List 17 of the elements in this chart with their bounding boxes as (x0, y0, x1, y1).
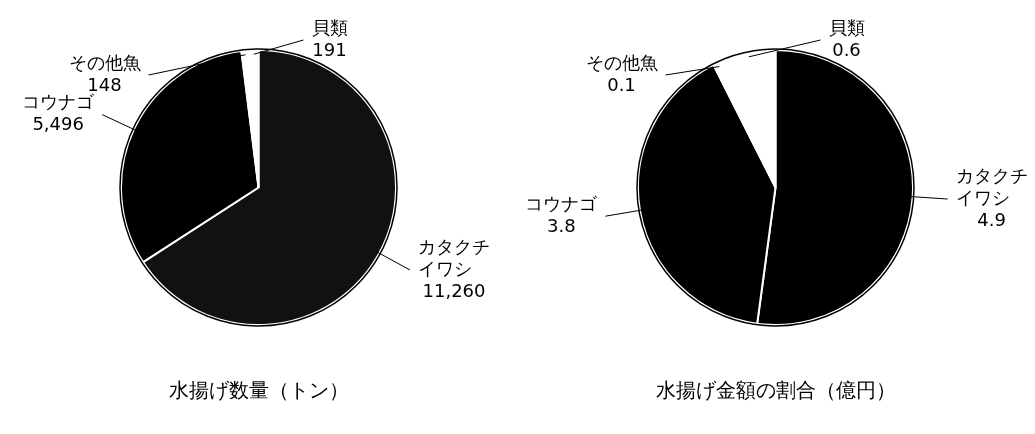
data-label: 4.9 (977, 208, 1006, 230)
slice-label: コウナゴ (525, 192, 599, 214)
slice-label: その他魚 (585, 51, 658, 73)
slice-label: カタクチイワシ (418, 235, 491, 279)
slice-label: 貝類 (311, 16, 348, 38)
text: 水揚げ数量（トン） (168, 378, 349, 403)
slice-label: カタクチイワシ (955, 164, 1028, 208)
text: 水揚げ金額の割合（億円） (655, 378, 896, 403)
slice-label: 貝類 (828, 16, 865, 38)
data-label: 11,260 (422, 279, 486, 301)
slice-label: その他魚 (68, 51, 141, 73)
data-label: 3.8 (547, 214, 576, 236)
data-label: 0.6 (832, 38, 861, 60)
data-label: 191 (312, 38, 347, 60)
data-label: 5,496 (32, 113, 84, 135)
data-label: 0.1 (607, 73, 636, 95)
slice-label: コウナゴ (22, 91, 96, 113)
